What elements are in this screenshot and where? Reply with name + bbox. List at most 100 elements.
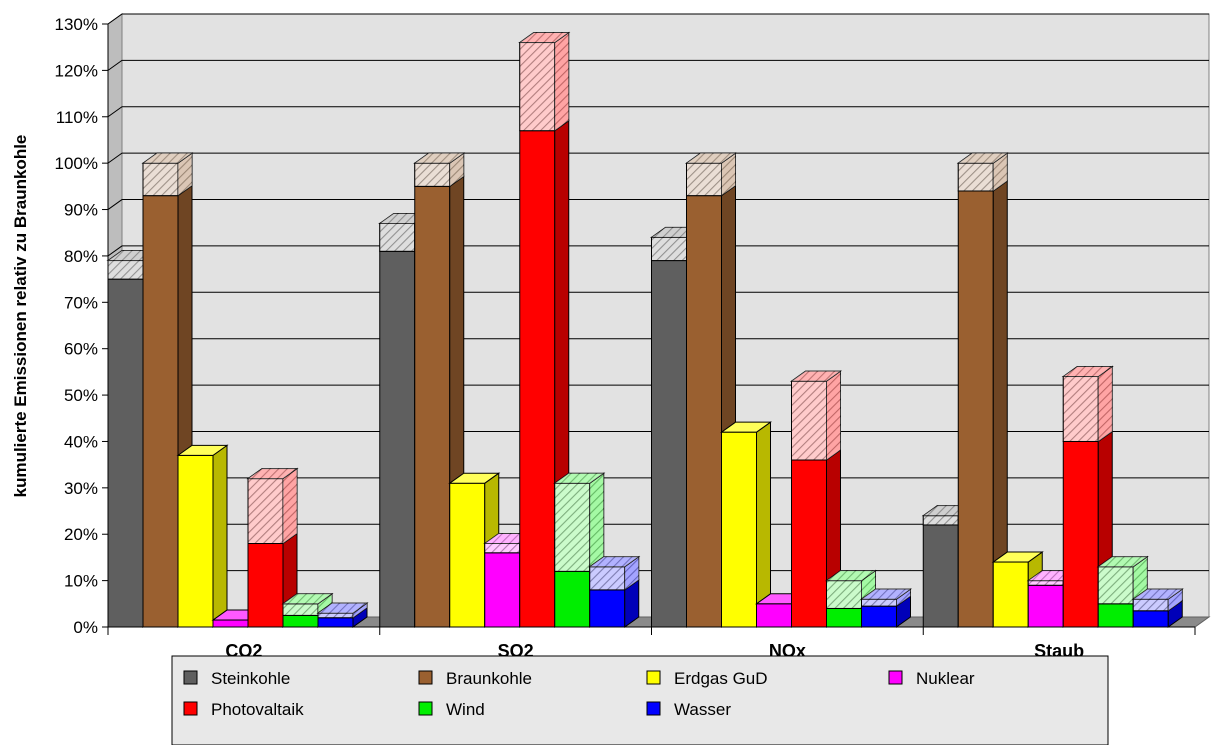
bar-top-face	[176, 444, 229, 456]
bar-top-overlay	[554, 473, 604, 484]
bar-wasser-so2	[588, 555, 641, 628]
bar-base-face	[791, 459, 827, 628]
bar-base-face	[992, 561, 1029, 628]
y-tick-label: 10%	[64, 572, 98, 591]
bar-base-face	[1132, 610, 1169, 628]
bar-top-overlay	[958, 153, 1008, 164]
bar-photovaltaik-nox	[789, 370, 843, 628]
y-tick-label: 30%	[64, 479, 98, 498]
legend-label: Steinkohle	[211, 669, 290, 688]
bar-top-face	[991, 551, 1044, 563]
bar-base-face	[317, 617, 354, 628]
bar-hatched-overlay	[247, 478, 284, 545]
bar-nuklear-so2	[483, 532, 536, 628]
bar-hatched-side-overlay	[896, 589, 911, 607]
bar-top-overlay	[686, 153, 736, 164]
bar-hatched-overlay	[282, 603, 319, 616]
bar-hatched-side-overlay	[721, 153, 736, 196]
bar-top-overlay	[791, 371, 841, 382]
bar-erdgas-gud-nox	[719, 421, 773, 628]
bar-top-overlay	[861, 589, 911, 600]
bar-hatched-overlay	[379, 222, 416, 252]
legend-swatch	[888, 670, 903, 685]
bar-base-face	[212, 619, 249, 628]
y-tick-label: 80%	[64, 247, 98, 266]
bar-base-face	[247, 543, 284, 628]
bar-top-overlay	[1063, 366, 1113, 377]
legend-label: Erdgas GuD	[674, 669, 768, 688]
legend-swatch	[418, 701, 433, 716]
bar-hatched-overlay	[922, 515, 959, 526]
legend-item-erdgas-gud: Erdgas GuD	[646, 669, 768, 688]
bar-top-overlay	[1133, 589, 1183, 600]
legend-item-wind: Wind	[418, 700, 485, 719]
bar-hatched-side-overlay	[283, 468, 297, 544]
bar-base-face	[282, 614, 319, 628]
y-tick-label: 70%	[64, 293, 98, 312]
bar-hatched-side-overlay	[178, 153, 192, 196]
gridline	[107, 199, 1209, 210]
y-tick-label: 130%	[55, 15, 98, 34]
bar-hatched-overlay	[686, 162, 722, 197]
bar-base-face	[107, 278, 144, 628]
legend-label: Wind	[446, 700, 485, 719]
bar-hatched-overlay	[826, 580, 862, 609]
bar-top-overlay	[143, 153, 192, 164]
bar-hatched-side-overlay	[353, 603, 367, 618]
bar-hatched-overlay	[957, 162, 994, 192]
gridline	[107, 106, 1209, 118]
bar-photovaltaik-co2	[246, 467, 299, 628]
bar-wasser-nox	[859, 588, 913, 628]
bar-hatched-side-overlay	[449, 153, 464, 187]
bar-wasser-staub	[1131, 588, 1184, 628]
bar-base-face	[484, 552, 521, 628]
gridline	[107, 245, 1209, 257]
bar-hatched-side-overlay	[993, 153, 1008, 191]
gridline	[107, 13, 1209, 25]
bar-hatched-overlay	[414, 162, 451, 187]
bar-base-face	[826, 607, 862, 628]
bar-braunkohle-nox	[684, 152, 738, 628]
bar-hatched-overlay	[317, 612, 354, 619]
bar-base-face	[554, 570, 591, 628]
bar-top-overlay	[248, 468, 297, 479]
legend-item-photovaltaik: Photovaltaik	[183, 700, 304, 719]
bar-wasser-co2	[316, 602, 369, 628]
y-axis-label: kumulierte Emissionen relativ zu Braunko…	[11, 135, 30, 498]
bar-hatched-side-overlay	[554, 32, 569, 131]
bar-top-overlay	[283, 593, 332, 604]
bar-base-face	[1097, 603, 1134, 628]
y-tick-label: 0%	[73, 618, 98, 637]
bar-base-face	[449, 482, 486, 628]
bar-hatched-overlay	[1097, 566, 1134, 605]
legend-swatch	[646, 701, 661, 716]
gridline	[107, 59, 1209, 71]
bar-hatched-overlay	[1062, 376, 1099, 442]
bar-hatched-side-overlay	[589, 473, 604, 572]
bar-base-face	[142, 195, 179, 628]
bar-hatched-overlay	[142, 162, 179, 197]
bar-hatched-overlay	[651, 236, 687, 262]
bar-hatched-overlay	[1132, 598, 1169, 612]
legend-swatch	[183, 670, 198, 685]
legend-swatch	[646, 670, 661, 685]
y-tick-label: 90%	[64, 201, 98, 220]
bar-hatched-overlay	[1027, 580, 1064, 586]
bar-base-face	[519, 130, 556, 628]
bar-erdgas-gud-co2	[176, 444, 229, 628]
bar-hatched-overlay	[861, 598, 897, 607]
y-tick-label: 20%	[64, 525, 98, 544]
bar-hatched-overlay	[589, 566, 626, 591]
bar-base-face	[379, 250, 416, 628]
bar-base-face	[957, 190, 994, 628]
bar-base-face	[414, 185, 451, 628]
bar-top-overlay	[318, 603, 367, 614]
legend	[171, 655, 1109, 745]
bar-top-overlay	[826, 570, 876, 581]
bar-hatched-side-overlay	[624, 556, 639, 590]
legend-item-braunkohle: Braunkohle	[418, 669, 532, 688]
bar-braunkohle-staub	[956, 152, 1009, 628]
legend-label: Braunkohle	[446, 669, 532, 688]
gridline	[107, 152, 1209, 164]
